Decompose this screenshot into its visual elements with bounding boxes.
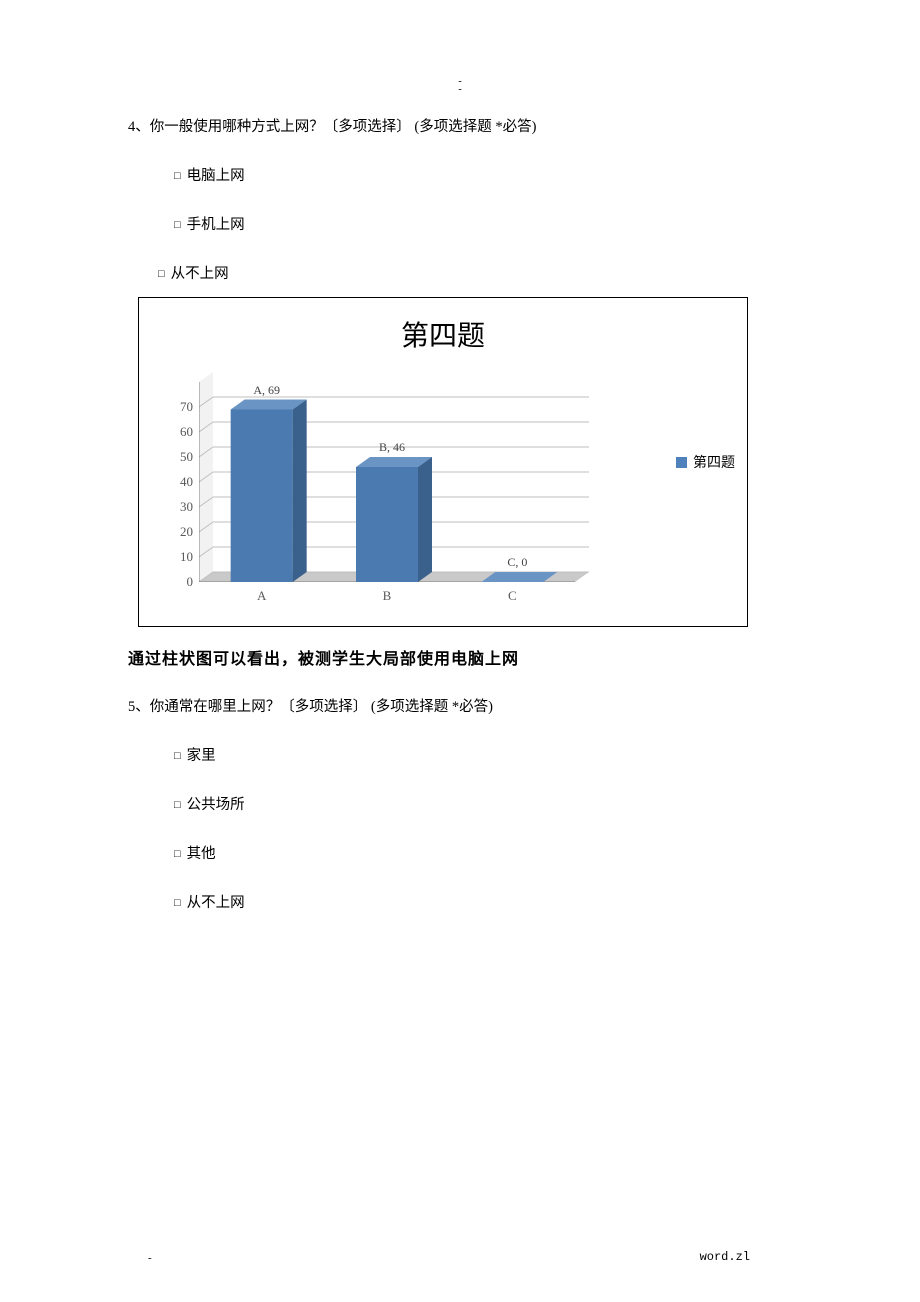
option-label: 从不上网 — [171, 266, 229, 282]
option-label: 从不上网 — [187, 895, 245, 911]
chart-data-label: B, 46 — [357, 440, 427, 455]
checkbox-icon: □ — [158, 268, 165, 280]
legend-swatch-icon — [676, 457, 687, 468]
chart-ytick: 20 — [163, 524, 193, 540]
chart-ytick: 50 — [163, 449, 193, 465]
question-4-option-c: □ 从不上网 — [158, 262, 792, 283]
chart-title: 第四题 — [139, 314, 747, 354]
question-4-option-a: □ 电脑上网 — [174, 164, 792, 185]
question-5-option-b: □ 公共场所 — [174, 793, 792, 814]
page-top-marks: - - — [458, 78, 461, 94]
chart-ytick: 30 — [163, 499, 193, 515]
footer-left-dash: - — [148, 1252, 152, 1264]
chart-data-label: A, 69 — [232, 383, 302, 398]
chart-ytick: 0 — [163, 574, 193, 590]
document-content: 4、你一般使用哪种方式上网？〔多项选择〕 (多项选择题 *必答) □ 电脑上网 □… — [128, 115, 792, 940]
question-5-option-c: □ 其他 — [174, 842, 792, 863]
question-5-option-d: □ 从不上网 — [174, 891, 792, 912]
question-4-option-b: □ 手机上网 — [174, 213, 792, 234]
checkbox-icon: □ — [174, 897, 181, 909]
bar-chart-q4: 第四题 第四题 0 10 20 30 40 50 60 70 A B C A, 69 B, 46 C,… — [138, 297, 748, 627]
checkbox-icon: □ — [174, 750, 181, 762]
checkbox-icon: □ — [174, 799, 181, 811]
chart-ytick: 70 — [163, 399, 193, 415]
chart-ytick: 10 — [163, 549, 193, 565]
footer-right-text: word.zl — [700, 1250, 750, 1264]
option-label: 手机上网 — [187, 217, 245, 233]
checkbox-icon: □ — [174, 219, 181, 231]
question-5-option-a: □ 家里 — [174, 744, 792, 765]
chart-ytick: 60 — [163, 424, 193, 440]
checkbox-icon: □ — [174, 170, 181, 182]
chart-data-label: C, 0 — [482, 555, 552, 570]
option-label: 公共场所 — [187, 797, 245, 813]
chart-xtick: B — [367, 588, 407, 604]
legend-label: 第四题 — [693, 452, 735, 472]
option-label: 电脑上网 — [187, 168, 245, 184]
chart-xtick: A — [242, 588, 282, 604]
chart-ytick: 40 — [163, 474, 193, 490]
page-top-mark-2: - — [458, 86, 461, 94]
option-label: 家里 — [187, 748, 216, 764]
chart-summary-text: 通过柱状图可以看出，被测学生大局部使用电脑上网 — [128, 645, 792, 669]
question-5-text: 5、你通常在哪里上网？〔多项选择〕 (多项选择题 *必答) — [128, 695, 792, 716]
option-label: 其他 — [187, 846, 216, 862]
chart-legend: 第四题 — [676, 452, 735, 472]
chart-xtick: C — [492, 588, 532, 604]
chart-plot-area — [199, 372, 589, 582]
checkbox-icon: □ — [174, 848, 181, 860]
question-4-text: 4、你一般使用哪种方式上网？〔多项选择〕 (多项选择题 *必答) — [128, 115, 792, 136]
